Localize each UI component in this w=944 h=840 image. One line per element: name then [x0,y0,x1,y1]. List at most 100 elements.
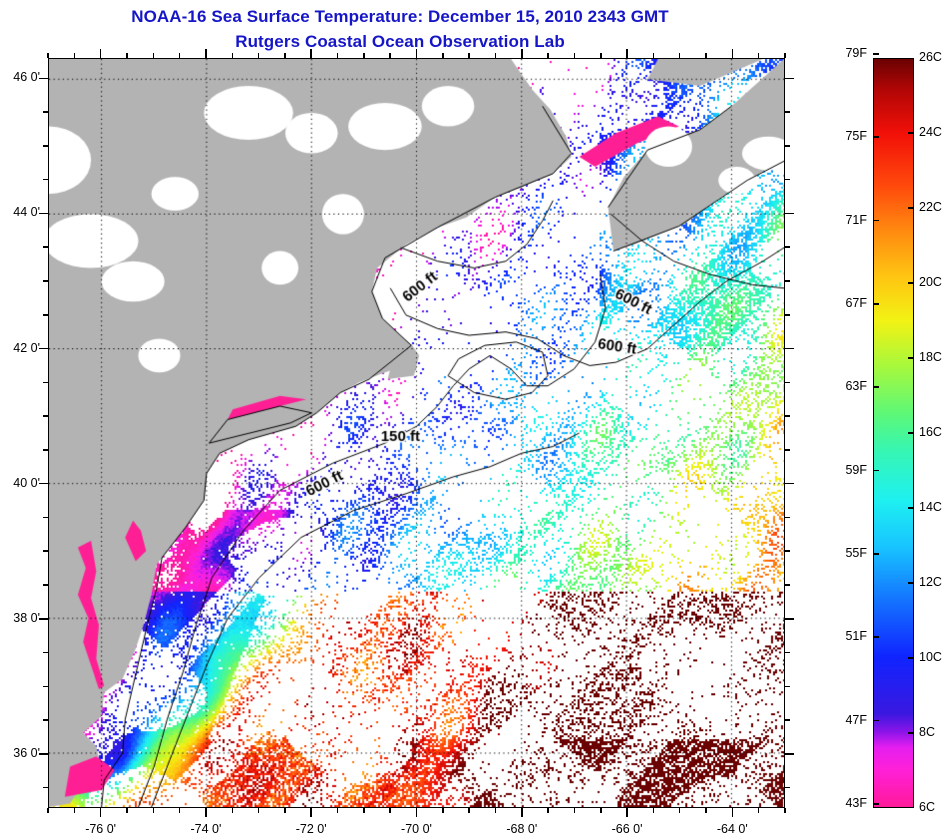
x-tick [257,808,260,813]
x-tick-top [705,53,707,58]
x-tick [415,808,418,817]
y-tick [39,212,48,215]
colorbar-label-c: 20C [919,275,942,289]
colorbar-label-f: 51F [845,629,867,644]
colorbar-label-c: 14C [919,500,942,514]
colorbar-label-c: 24C [919,125,942,139]
y-axis-label: 46 0' [13,70,40,85]
x-tick [705,808,707,813]
x-tick [757,808,760,813]
x-tick-top [310,49,312,58]
y-tick [43,550,48,552]
x-tick [363,808,365,813]
x-tick [678,808,681,813]
colorbar-tick-c [908,207,914,209]
x-tick-top [363,53,365,58]
x-tick [600,808,602,813]
colorbar-tick-f [873,469,879,472]
y-tick-right [785,178,790,181]
y-axis-label: 38 0' [13,610,40,625]
x-tick-top [573,53,576,58]
x-tick [178,808,181,813]
colorbar-tick-c [908,432,914,434]
sst-map-plot [48,58,785,808]
colorbar-label-f: 75F [845,129,867,144]
y-tick [43,685,48,688]
x-tick-top [600,53,602,58]
y-tick [43,786,48,789]
y-tick-right [785,786,790,789]
y-tick [43,584,48,586]
colorbar-tick-f [873,303,879,305]
colorbar-label-f: 71F [845,212,867,227]
y-tick-right [785,381,790,384]
x-tick [573,808,576,813]
y-tick-right [785,347,794,350]
x-tick-top [389,53,391,58]
y-tick [39,753,48,755]
y-tick-right [785,111,790,113]
x-tick [310,808,312,817]
y-tick [43,449,48,451]
temperature-colorbar [873,58,914,808]
colorbar-tick-f [873,719,879,722]
chart-title-block: NOAA-16 Sea Surface Temperature: Decembe… [0,4,800,54]
colorbar-tick-c [908,132,914,134]
colorbar-label-f: 43F [845,795,867,810]
y-axis-label: 36 0' [13,745,40,760]
colorbar-label-f: 79F [845,45,867,60]
y-axis-label: 44 0' [13,205,40,220]
x-tick [494,808,497,813]
y-tick-right [785,314,790,316]
y-tick [43,415,48,417]
x-tick-top [73,53,76,58]
colorbar-tick-f [873,553,879,555]
x-tick [152,808,155,813]
colorbar-tick-c [908,282,914,284]
x-tick-top [205,49,207,58]
y-tick-right [785,719,790,721]
x-tick [521,808,523,817]
colorbar-label-c: 22C [919,200,942,214]
colorbar-tick-c [908,657,914,659]
y-tick-right [785,584,790,586]
colorbar-tick-c [908,357,914,359]
x-tick [99,808,102,817]
colorbar-tick-f [873,219,879,222]
x-tick-top [257,53,260,58]
page-subtitle: Rutgers Coastal Ocean Observation Lab [235,32,565,51]
x-tick-top [231,53,233,58]
x-axis-label: -74 0' [190,822,222,836]
y-tick [43,280,48,282]
colorbar-label-f: 55F [845,545,867,560]
y-tick-right [785,415,790,417]
x-tick [47,808,49,813]
colorbar-tick-c [908,507,914,509]
colorbar-tick-f [873,803,879,805]
x-tick-top [652,53,655,58]
page-title: NOAA-16 Sea Surface Temperature: Decembe… [131,7,669,26]
x-tick [336,808,339,813]
x-tick-top [678,53,681,58]
colorbar-label-c: 8C [919,725,935,739]
y-tick [43,145,48,147]
x-tick-top [336,53,339,58]
colorbar-tick-f [873,53,879,55]
colorbar-tick-c [908,732,914,734]
y-axis-label: 40 0' [13,475,40,490]
x-axis-label: -66 0' [611,822,643,836]
colorbar-label-f: 47F [845,712,867,727]
y-tick-right [785,482,794,485]
x-tick-top [415,49,418,58]
x-tick-top [99,49,102,58]
x-axis-label: -70 0' [401,822,432,836]
y-tick-right [785,516,790,519]
x-tick-top [468,53,470,58]
x-axis-label: -76 0' [85,822,117,836]
x-tick-top [521,49,523,58]
y-tick-right [785,246,790,248]
y-tick-right [785,618,794,620]
x-tick-top [784,53,786,58]
y-tick-right [785,449,790,451]
y-tick [39,482,48,485]
